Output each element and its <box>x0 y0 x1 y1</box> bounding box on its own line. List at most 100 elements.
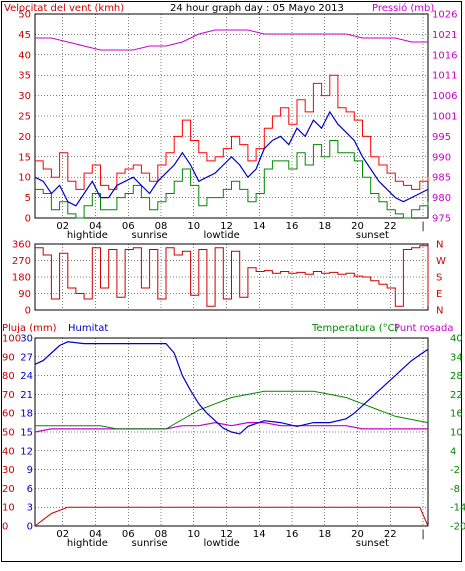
temperature-series <box>35 390 429 430</box>
wind-tick-9: 45 <box>18 30 31 41</box>
temperature-title: Temperatura (°C) <box>311 323 399 334</box>
wind-x-hour-11: | <box>421 221 424 232</box>
wind-x-hour-9: 20 <box>351 221 364 232</box>
hum-x-hour-11: | <box>421 529 424 540</box>
wind-x-hour-5: 12 <box>220 221 233 232</box>
hum-x-event-3: sunset <box>356 538 389 549</box>
pressure-tick-4: 995 <box>432 132 451 143</box>
humidity-series <box>34 341 429 435</box>
pressure-series <box>35 29 428 51</box>
hum-x-hour-5: 12 <box>220 529 233 540</box>
rain-title: Pluja (mm) <box>2 323 57 334</box>
hum-tick-5: 50 <box>2 428 15 439</box>
wind-x-hour-8: 18 <box>318 221 331 232</box>
temp-tick-8: 28 <box>450 371 463 382</box>
pressure-tick-1: 980 <box>432 193 451 204</box>
wind-x-event-1: sunrise <box>132 230 168 241</box>
gust-series <box>35 74 429 190</box>
hum-tick-2: 20 <box>2 484 15 495</box>
hum-tick-0: 0 <box>2 522 8 533</box>
pressure-tick-6: 1006 <box>432 91 457 102</box>
hum-tick-8: 80 <box>2 371 15 382</box>
graph-title: 24 hour graph day : 05 Mayo 2013 <box>170 3 344 14</box>
hum-x-hour-7: 16 <box>286 529 299 540</box>
wind-tick-5: 25 <box>18 112 31 123</box>
hum-x-hour-4: 10 <box>187 529 200 540</box>
rain-tick-5: 15 <box>20 428 33 439</box>
dir-tick-2: 180 <box>12 273 31 284</box>
wind-title: Velocitat del vent (kmh) <box>4 3 124 14</box>
rain-tick-4: 12 <box>20 446 33 457</box>
hum-x-hour-1: 04 <box>89 529 102 540</box>
temp-tick-7: 22 <box>450 390 463 401</box>
wind-tick-3: 15 <box>18 152 31 163</box>
wind-tick-4: 20 <box>18 132 31 143</box>
dir-tick-3: 90 <box>18 289 31 300</box>
humidity-title: Humitat <box>68 323 108 334</box>
pressure-title: Pressió (mb) <box>372 2 434 14</box>
dir-compass-1: W <box>436 256 446 267</box>
wind-tick-6: 30 <box>18 91 31 102</box>
temp-tick-0: -20 <box>450 522 465 533</box>
pressure-tick-5: 1001 <box>432 112 457 123</box>
hum-x-hour-3: 08 <box>155 529 168 540</box>
wind-tick-7: 35 <box>18 71 31 82</box>
chart-layer: 0510152025303540455097598098599099510011… <box>2 10 465 550</box>
wind-x-event-0: hightide <box>67 230 108 241</box>
wind-x-event-2: lowtide <box>204 230 240 241</box>
rain-tick-2: 6 <box>27 484 33 495</box>
hum-x-event-2: lowtide <box>204 538 240 549</box>
dir-compass-4: N <box>436 306 443 317</box>
hum-tick-6: 60 <box>2 409 15 420</box>
wind-x-hour-0: 02 <box>56 221 69 232</box>
rain-tick-0: 0 <box>27 522 33 533</box>
pressure-tick-2: 985 <box>432 173 451 184</box>
wind-tick-2: 10 <box>18 173 31 184</box>
temp-tick-2: -8 <box>450 484 460 495</box>
dir-tick-1: 270 <box>12 256 31 267</box>
wind-x-hour-7: 16 <box>286 221 299 232</box>
rain-tick-9: 27 <box>20 352 33 363</box>
rain-tick-10: 30 <box>20 334 33 345</box>
wind-x-hour-6: 14 <box>253 221 266 232</box>
outer-frame <box>1 1 462 562</box>
wind-x-hour-10: 22 <box>384 221 397 232</box>
wind-tick-0: 0 <box>25 214 31 225</box>
hum-x-hour-2: 06 <box>122 529 135 540</box>
temp-tick-3: -2 <box>450 465 460 476</box>
hum-tick-10: 100 <box>2 334 21 345</box>
pressure-tick-9: 1021 <box>432 30 457 41</box>
rain-tick-3: 9 <box>27 465 33 476</box>
wind-tick-10: 50 <box>18 10 31 21</box>
hum-x-event-1: sunrise <box>132 538 168 549</box>
temp-tick-10: 40 <box>450 334 463 345</box>
dir-compass-3: E <box>436 289 442 300</box>
wind-x-hour-2: 06 <box>122 221 135 232</box>
wind-x-event-3: sunset <box>356 230 389 241</box>
direction-series <box>35 245 429 307</box>
temp-tick-9: 34 <box>450 352 463 363</box>
dir-tick-4: 0 <box>25 306 31 317</box>
hum-tick-7: 70 <box>2 390 15 401</box>
wind-x-hour-4: 10 <box>187 221 200 232</box>
hum-x-hour-9: 20 <box>351 529 364 540</box>
temp-tick-6: 16 <box>450 409 463 420</box>
rain-tick-6: 18 <box>20 409 33 420</box>
average-series <box>34 110 429 207</box>
dir-compass-2: S <box>436 273 442 284</box>
dir-tick-0: 360 <box>12 240 31 251</box>
wind-tick-8: 40 <box>18 50 31 61</box>
dewpoint-title: Punt rosada <box>394 323 453 334</box>
wind-tick-1: 5 <box>25 193 31 204</box>
hum-x-event-0: hightide <box>67 538 108 549</box>
pressure-tick-3: 990 <box>432 152 451 163</box>
hum-tick-4: 40 <box>2 446 15 457</box>
hum-tick-3: 30 <box>2 465 15 476</box>
low-series <box>35 140 429 219</box>
wind-x-hour-3: 08 <box>155 221 168 232</box>
dir-compass-0: N <box>436 240 443 251</box>
pressure-tick-8: 1016 <box>432 50 457 61</box>
hum-tick-1: 10 <box>2 503 15 514</box>
